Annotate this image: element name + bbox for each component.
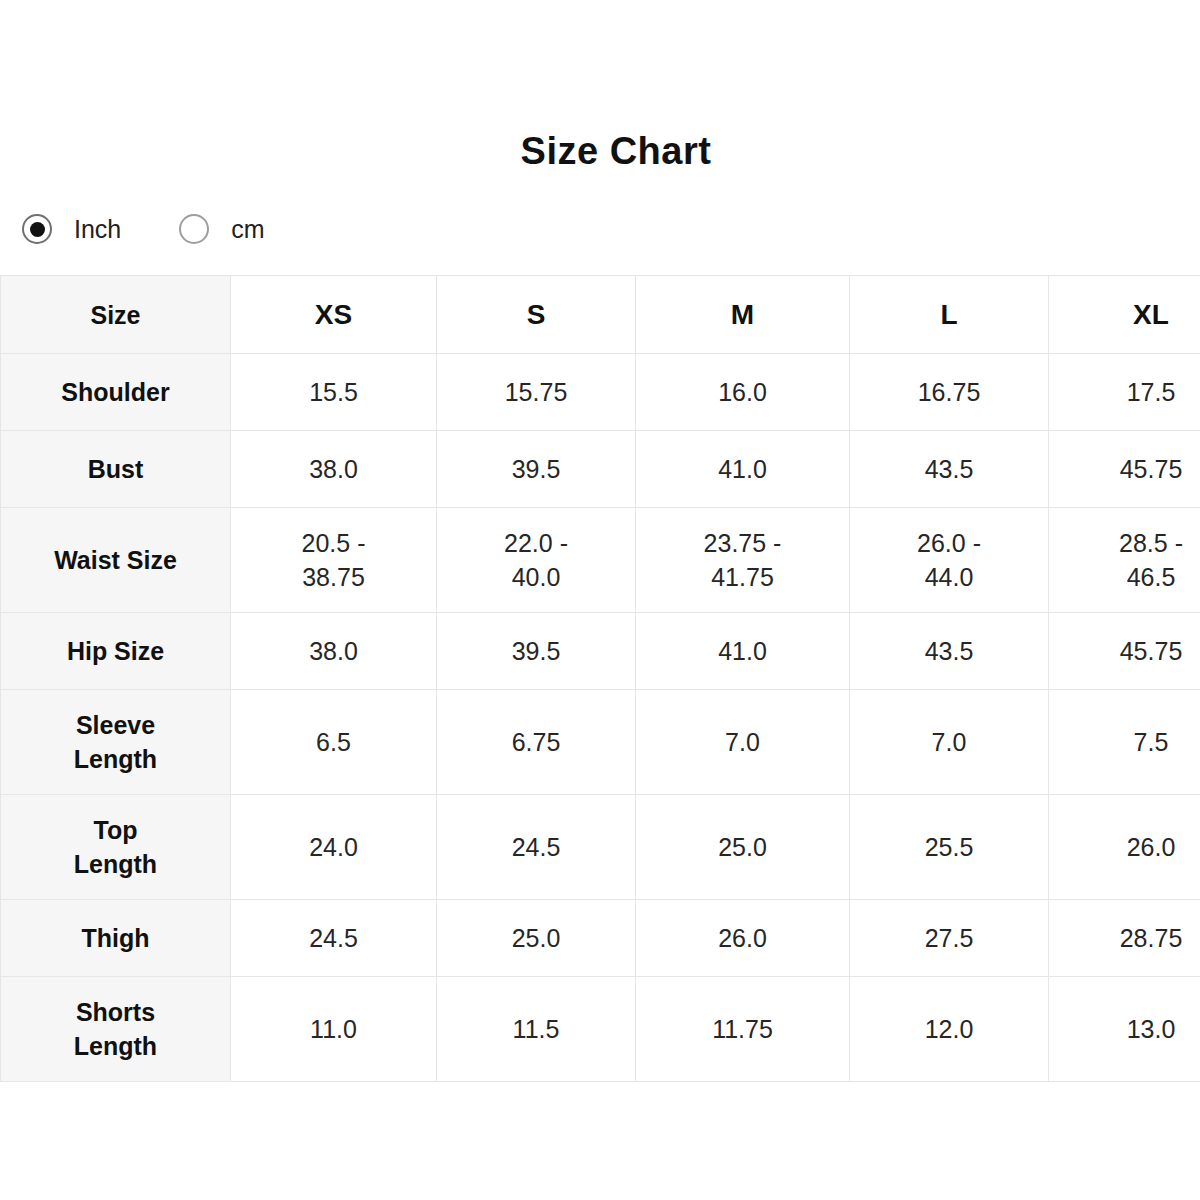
size-value-cell: 24.0 [231, 795, 437, 900]
size-value-cell: 11.75 [636, 977, 850, 1082]
table-row: Waist Size20.5 - 38.7522.0 - 40.023.75 -… [1, 508, 1200, 613]
size-value-cell: 7.0 [850, 690, 1049, 795]
size-value-cell: 23.75 - 41.75 [636, 508, 850, 613]
size-table: SizeXSSMLXL Shoulder15.515.7516.016.7517… [0, 275, 1200, 1082]
table-row: Shorts Length11.011.511.7512.013.0 [1, 977, 1200, 1082]
row-label: Thigh [1, 900, 231, 977]
row-label: Hip Size [1, 613, 231, 690]
col-header-xs: XS [231, 276, 437, 354]
table-row: Sleeve Length6.56.757.07.07.5 [1, 690, 1200, 795]
size-value-cell: 11.0 [231, 977, 437, 1082]
unit-radio-cm[interactable]: cm [179, 214, 264, 244]
row-label: Shoulder [1, 354, 231, 431]
size-value-cell: 25.0 [437, 900, 636, 977]
size-value-cell: 45.75 [1049, 613, 1200, 690]
size-value-cell: 39.5 [437, 613, 636, 690]
row-label: Sleeve Length [1, 690, 231, 795]
radio-unselected-icon[interactable] [179, 214, 209, 244]
size-value-cell: 17.5 [1049, 354, 1200, 431]
col-header-xl: XL [1049, 276, 1200, 354]
size-value-cell: 26.0 - 44.0 [850, 508, 1049, 613]
size-chart-page: Size Chart Inchcm SizeXSSMLXL Shoulder15… [0, 0, 1200, 1200]
unit-radio-inch[interactable]: Inch [22, 214, 121, 244]
size-value-cell: 43.5 [850, 431, 1049, 508]
row-label: Top Length [1, 795, 231, 900]
radio-label: Inch [74, 215, 121, 244]
size-value-cell: 6.5 [231, 690, 437, 795]
size-value-cell: 45.75 [1049, 431, 1200, 508]
size-value-cell: 38.0 [231, 431, 437, 508]
size-value-cell: 24.5 [437, 795, 636, 900]
size-value-cell: 43.5 [850, 613, 1049, 690]
size-value-cell: 24.5 [231, 900, 437, 977]
size-value-cell: 16.0 [636, 354, 850, 431]
row-label: Bust [1, 431, 231, 508]
table-header-row: SizeXSSMLXL [1, 276, 1200, 354]
size-value-cell: 39.5 [437, 431, 636, 508]
col-header-l: L [850, 276, 1049, 354]
size-value-cell: 7.0 [636, 690, 850, 795]
size-value-cell: 38.0 [231, 613, 437, 690]
table-row: Shoulder15.515.7516.016.7517.5 [1, 354, 1200, 431]
row-label: Waist Size [1, 508, 231, 613]
size-table-wrapper: SizeXSSMLXL Shoulder15.515.7516.016.7517… [0, 275, 1200, 1082]
size-value-cell: 13.0 [1049, 977, 1200, 1082]
size-value-cell: 26.0 [1049, 795, 1200, 900]
table-row: Hip Size38.039.541.043.545.75 [1, 613, 1200, 690]
radio-label: cm [231, 215, 264, 244]
table-row: Top Length24.024.525.025.526.0 [1, 795, 1200, 900]
size-value-cell: 20.5 - 38.75 [231, 508, 437, 613]
size-value-cell: 25.5 [850, 795, 1049, 900]
size-value-cell: 15.5 [231, 354, 437, 431]
size-value-cell: 27.5 [850, 900, 1049, 977]
col-header-s: S [437, 276, 636, 354]
size-value-cell: 26.0 [636, 900, 850, 977]
size-value-cell: 15.75 [437, 354, 636, 431]
size-value-cell: 28.5 - 46.5 [1049, 508, 1200, 613]
page-title: Size Chart [0, 0, 1200, 173]
size-value-cell: 22.0 - 40.0 [437, 508, 636, 613]
size-value-cell: 28.75 [1049, 900, 1200, 977]
radio-selected-icon[interactable] [22, 214, 52, 244]
size-value-cell: 11.5 [437, 977, 636, 1082]
table-row: Thigh24.525.026.027.528.75 [1, 900, 1200, 977]
row-label: Shorts Length [1, 977, 231, 1082]
size-value-cell: 25.0 [636, 795, 850, 900]
size-value-cell: 41.0 [636, 613, 850, 690]
size-value-cell: 41.0 [636, 431, 850, 508]
table-row: Bust38.039.541.043.545.75 [1, 431, 1200, 508]
col-header-m: M [636, 276, 850, 354]
unit-toggle-group: Inch cm [22, 213, 1200, 245]
size-value-cell: 12.0 [850, 977, 1049, 1082]
size-value-cell: 7.5 [1049, 690, 1200, 795]
size-value-cell: 6.75 [437, 690, 636, 795]
size-value-cell: 16.75 [850, 354, 1049, 431]
col-header-size: Size [1, 276, 231, 354]
